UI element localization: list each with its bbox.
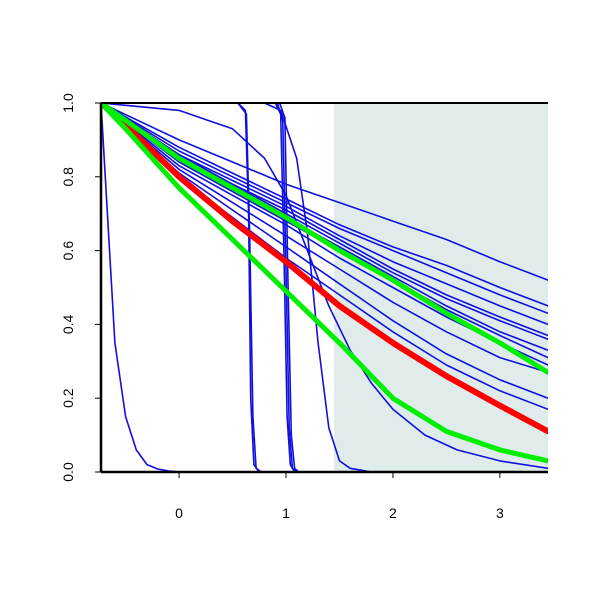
- y-tick-label-0: 0.0: [60, 462, 76, 482]
- series-line-22: [101, 103, 548, 464]
- series-line-3: [101, 103, 296, 472]
- series-group: [101, 103, 548, 472]
- x-tick-label-1: 1: [282, 505, 290, 521]
- y-tick-label-1: 0.2: [60, 388, 76, 408]
- x-tick-label-3: 3: [496, 505, 504, 521]
- y-tick-label-2: 0.4: [60, 314, 76, 334]
- y-tick-label-5: 1.0: [60, 93, 76, 113]
- series-line-19: [101, 103, 548, 337]
- y-tick-label-4: 0.8: [60, 167, 76, 187]
- x-tick-label-0: 0: [175, 505, 183, 521]
- series-line-10: [101, 103, 548, 281]
- series-line-5: [101, 103, 300, 472]
- y-tick-label-3: 0.6: [60, 241, 76, 261]
- series-line-21: [101, 103, 548, 375]
- series-line-11: [101, 103, 548, 326]
- series-line-9: [101, 103, 548, 307]
- series-line-7: [101, 103, 548, 470]
- axes-group: 0 1 2 3 0.0 0.2 0.4 0.6 0.8 1.0: [60, 93, 548, 521]
- series-line-20: [101, 103, 548, 435]
- series-line-17: [101, 103, 548, 399]
- series-line-6: [101, 103, 373, 472]
- series-line-8: [101, 103, 548, 315]
- series-line-0: [101, 103, 180, 472]
- x-tick-label-2: 2: [389, 505, 397, 521]
- series-line-16: [101, 103, 548, 374]
- series-line-4: [101, 103, 298, 472]
